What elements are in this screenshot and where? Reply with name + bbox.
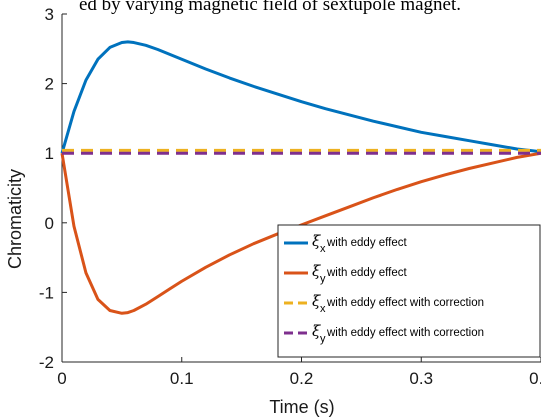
y-tick-label: -2 [39,353,54,372]
series-line-1 [60,151,541,315]
legend-symbol: ξ [312,292,321,310]
legend-subscript: y [320,273,326,285]
x-tick-label: 0.4 [529,369,541,388]
legend-symbol: ξ [312,322,321,340]
series-line-0 [60,40,541,154]
x-axis-label: Time (s) [269,397,334,417]
x-tick-label: 0.1 [170,369,194,388]
y-tick-label: 1 [45,144,54,163]
legend-symbol: ξ [312,232,321,250]
y-tick-label: 0 [45,214,54,233]
x-tick-label: 0.3 [409,369,433,388]
legend-label-3: with eddy effect with correction [326,327,484,339]
legend-label-2: with eddy effect with correction [326,297,484,309]
plot-area: 0 0.1 0.2 0.3 0.4 -2 -1 0 1 2 3 [39,5,541,388]
legend-box [277,224,541,358]
legend-subscript: x [320,243,326,255]
legend-label-1: with eddy effect [326,267,408,279]
y-tick-label: 3 [45,5,54,24]
legend-subscript: x [320,303,326,315]
y-axis-label: Chromaticity [5,169,25,269]
x-tick-label: 0.2 [290,369,314,388]
legend-subscript: y [320,333,326,345]
legend-symbol: ξ [312,262,321,280]
figure-caption: ed by varying magnetic field of sextupol… [79,0,461,15]
y-tick-label: -1 [39,283,54,302]
legend-label-0: with eddy effect [326,237,408,249]
x-tick-label: 0 [57,369,66,388]
y-tick-label: 2 [45,75,54,94]
